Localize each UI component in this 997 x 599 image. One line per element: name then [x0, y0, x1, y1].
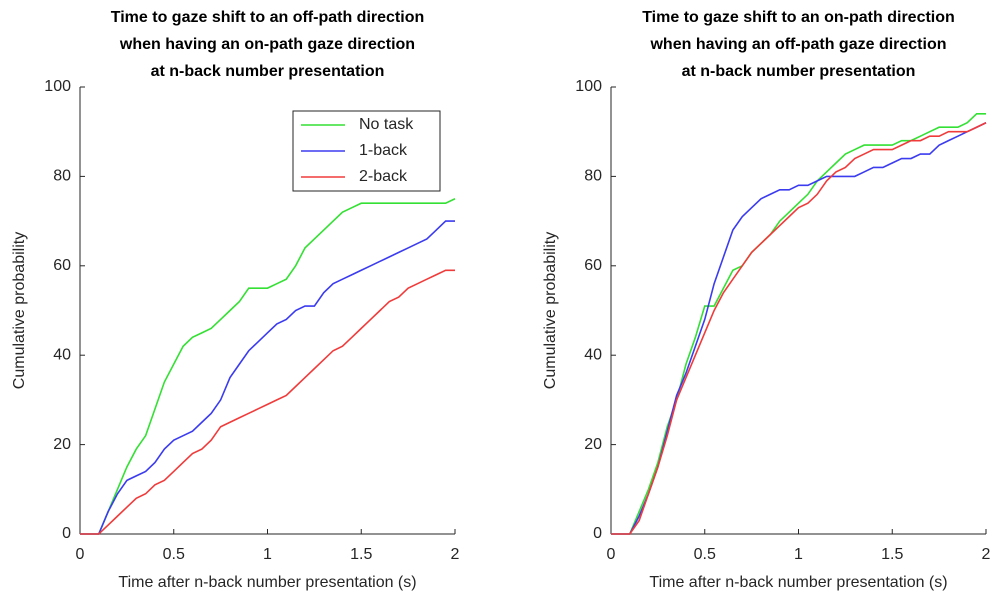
chart-title: when having an on-path gaze direction — [119, 36, 415, 53]
data-line — [611, 122, 987, 535]
data-line — [80, 198, 456, 535]
y-tick-label: 80 — [584, 168, 602, 185]
subplot: Time to gaze shift to an off-path direct… — [11, 9, 459, 591]
y-tick-label: 100 — [44, 78, 71, 95]
y-tick-label: 60 — [53, 257, 71, 274]
y-tick-label: 0 — [593, 525, 602, 542]
x-tick-label: 1.5 — [881, 546, 903, 563]
y-tick-label: 40 — [584, 346, 602, 363]
x-tick-label: 1 — [794, 546, 803, 563]
y-axis-label: Cumulative probability — [11, 232, 28, 389]
x-tick-label: 0 — [76, 546, 85, 563]
x-tick-label: 0.5 — [163, 546, 185, 563]
x-tick-label: 2 — [982, 546, 991, 563]
y-tick-label: 80 — [53, 168, 71, 185]
y-axis-label: Cumulative probability — [542, 232, 559, 389]
x-tick-label: 2 — [451, 546, 460, 563]
chart-title: Time to gaze shift to an on-path directi… — [642, 9, 955, 26]
subplot: Time to gaze shift to an on-path directi… — [542, 9, 990, 591]
x-tick-label: 1 — [263, 546, 272, 563]
data-line — [80, 220, 455, 535]
x-tick-label: 0 — [607, 546, 616, 563]
legend-label: 2-back — [359, 168, 408, 185]
legend-label: 1-back — [359, 142, 408, 159]
data-line — [80, 269, 455, 535]
y-tick-label: 60 — [584, 257, 602, 274]
y-tick-label: 0 — [62, 525, 71, 542]
chart-title: at n-back number presentation — [151, 63, 385, 80]
y-tick-label: 40 — [53, 346, 71, 363]
x-axis-label: Time after n-back number presentation (s… — [118, 574, 416, 591]
chart-title: Time to gaze shift to an off-path direct… — [111, 9, 424, 26]
chart-title: at n-back number presentation — [682, 63, 916, 80]
data-line — [611, 122, 987, 535]
y-tick-label: 20 — [53, 436, 71, 453]
x-axis-label: Time after n-back number presentation (s… — [649, 574, 947, 591]
legend-label: No task — [359, 116, 414, 133]
chart-title: when having an off-path gaze direction — [649, 36, 946, 53]
y-tick-label: 100 — [575, 78, 602, 95]
x-tick-label: 1.5 — [350, 546, 372, 563]
x-tick-label: 0.5 — [694, 546, 716, 563]
data-line — [611, 113, 986, 535]
y-tick-label: 20 — [584, 436, 602, 453]
